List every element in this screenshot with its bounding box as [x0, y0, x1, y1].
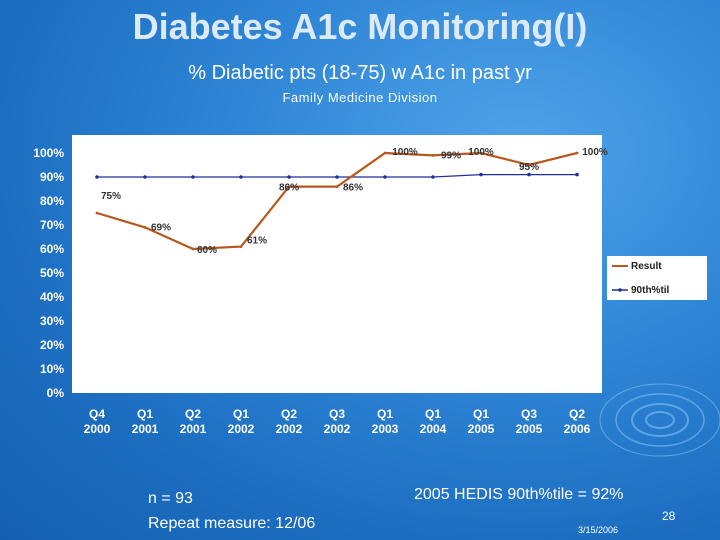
result-point — [287, 185, 291, 189]
result-point — [143, 226, 147, 229]
notes-left: n = 93 Repeat measure: 12/06 — [148, 486, 315, 536]
x-tick-line: 2001 — [132, 422, 159, 436]
data-label: 100% — [582, 147, 608, 158]
data-label: 100% — [468, 147, 494, 158]
x-tick-label: Q1 2005 — [468, 407, 495, 436]
y-tick-label: 40% — [40, 290, 64, 304]
data-label: 100% — [392, 147, 418, 158]
benchmark-point — [527, 172, 531, 177]
x-tick-label: Q3 2002 — [324, 407, 351, 436]
data-label: 75% — [101, 191, 121, 202]
benchmark-point — [95, 175, 99, 179]
division-label: Family Medicine Division — [282, 90, 438, 105]
benchmark-point — [431, 175, 435, 179]
chart-legend: Result 90th%til — [607, 256, 707, 300]
y-tick-label: 0% — [47, 386, 65, 400]
x-tick-line: Q1 — [137, 407, 153, 421]
x-tick-label: Q1 2004 — [420, 407, 447, 436]
x-tick-label: Q2 2006 — [564, 407, 591, 436]
hedis-note: 2005 HEDIS 90th%tile = 92% — [414, 486, 624, 503]
swirl-decoration-icon — [599, 383, 720, 457]
benchmark-point — [239, 175, 243, 179]
result-point — [191, 247, 195, 251]
result-point — [383, 151, 387, 155]
data-label: 95% — [519, 162, 539, 173]
data-label: 60% — [197, 245, 217, 256]
y-tick-label: 100% — [33, 146, 64, 160]
result-point — [239, 245, 243, 249]
y-tick-label: 50% — [40, 266, 64, 280]
result-point — [575, 151, 579, 155]
x-tick-label: Q3 2005 — [516, 407, 543, 436]
repeat-measure-note: Repeat measure: 12/06 — [148, 515, 316, 532]
benchmark-point — [287, 175, 291, 179]
x-tick-line: Q4 — [89, 407, 105, 421]
y-tick-label: 70% — [40, 218, 64, 232]
legend-benchmark-label: 90th%til — [631, 285, 670, 296]
y-axis-ticks: 0% 10% 20% 30% 40% 50% 60% 70% 80% 90% 100% — [33, 146, 64, 400]
sample-size-note: n = 93 — [148, 490, 193, 507]
result-point — [95, 211, 99, 215]
plot-area — [72, 135, 602, 393]
x-tick-line: 2005 — [516, 422, 543, 436]
x-tick-line: 2002 — [228, 422, 255, 436]
x-tick-line: Q2 — [281, 407, 297, 421]
data-label: 69% — [151, 222, 171, 233]
data-label: 61% — [247, 236, 267, 247]
x-tick-label: Q4 2000 — [84, 407, 111, 436]
data-label: 99% — [441, 150, 461, 161]
y-tick-label: 80% — [40, 194, 64, 208]
y-tick-label: 10% — [40, 362, 64, 376]
x-tick-line: Q2 — [185, 407, 201, 421]
x-tick-line: 2005 — [468, 422, 495, 436]
benchmark-point — [575, 172, 579, 177]
slide-date: 3/15/2006 — [578, 525, 619, 535]
y-tick-label: 60% — [40, 242, 64, 256]
result-series: 75% 69% 60% 61% 86% 86% 100% 99% 100% 95% 100% — [95, 147, 608, 256]
x-tick-label: Q2 2001 — [180, 407, 207, 436]
legend-box — [607, 256, 707, 300]
result-point — [527, 163, 531, 167]
x-tick-line: 2000 — [84, 422, 111, 436]
y-tick-label: 90% — [40, 170, 64, 184]
legend-result-label: Result — [631, 261, 662, 272]
benchmark-point — [335, 175, 339, 179]
result-point — [479, 151, 483, 155]
slide-subtitle: % Diabetic pts (18-75) w A1c in past yr — [188, 62, 532, 84]
result-point — [335, 185, 339, 189]
x-tick-line: 2002 — [276, 422, 303, 436]
result-point — [431, 154, 435, 157]
x-tick-line: 2001 — [180, 422, 207, 436]
legend-benchmark-marker — [618, 288, 622, 292]
x-tick-line: Q1 — [233, 407, 249, 421]
benchmark-series — [95, 172, 579, 179]
x-tick-label: Q2 2002 — [276, 407, 303, 436]
x-tick-label: Q1 2002 — [228, 407, 255, 436]
x-tick-line: Q3 — [329, 407, 345, 421]
benchmark-point — [191, 175, 195, 179]
slide-title: Diabetes A1c Monitoring(I) — [132, 6, 588, 47]
x-tick-line: Q2 — [569, 407, 585, 421]
page-number: 28 — [662, 509, 676, 523]
x-tick-label: Q1 2003 — [372, 407, 399, 436]
x-tick-line: 2004 — [420, 422, 447, 436]
benchmark-point — [383, 175, 387, 179]
benchmark-point — [479, 172, 483, 177]
benchmark-point — [143, 175, 147, 179]
x-tick-line: 2006 — [564, 422, 591, 436]
x-tick-line: Q3 — [521, 407, 537, 421]
y-tick-label: 30% — [40, 314, 64, 328]
data-label: 86% — [343, 183, 363, 194]
y-tick-label: 20% — [40, 338, 64, 352]
x-tick-line: 2002 — [324, 422, 351, 436]
data-label: 86% — [279, 183, 299, 194]
x-tick-line: Q1 — [377, 407, 393, 421]
x-tick-line: Q1 — [425, 407, 441, 421]
x-tick-line: Q1 — [473, 407, 489, 421]
x-tick-line: 2003 — [372, 422, 399, 436]
x-tick-label: Q1 2001 — [132, 407, 159, 436]
